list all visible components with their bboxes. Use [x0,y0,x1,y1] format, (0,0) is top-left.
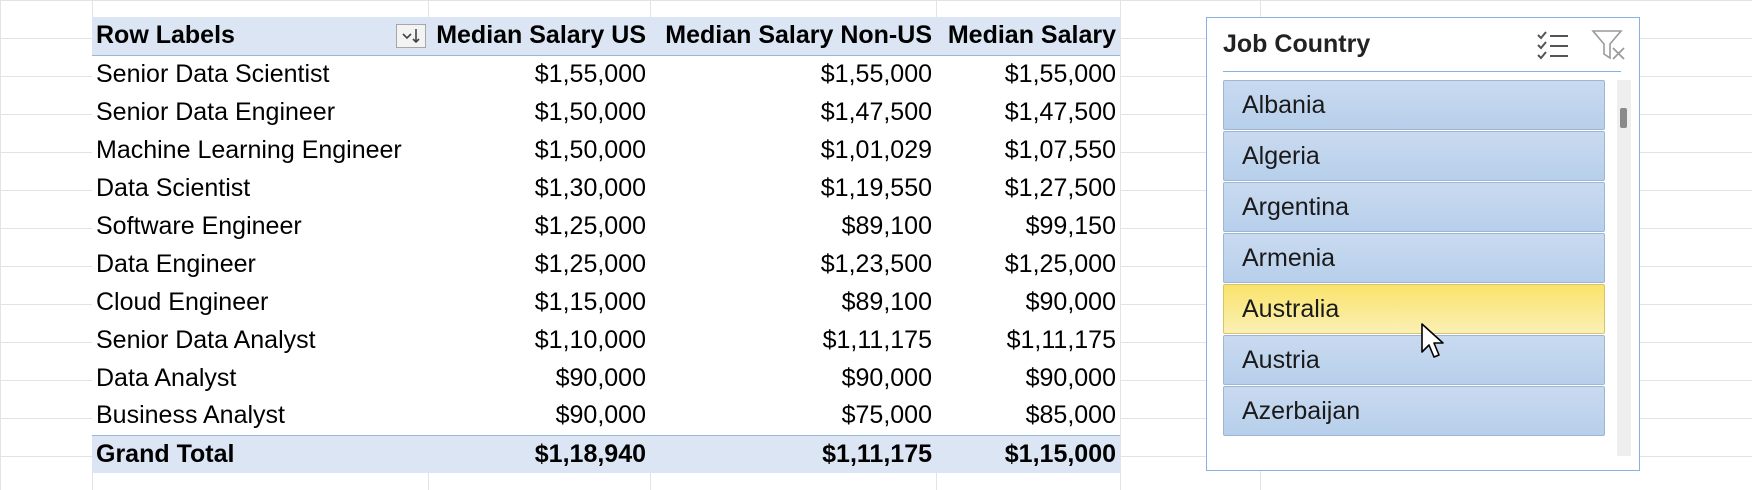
median-salary-cell: $90,000 [936,283,1120,321]
grand-total-row[interactable]: Grand Total $1,18,940 $1,11,175 $1,15,00… [92,434,1120,473]
median-salary-header[interactable]: Median Salary [936,17,1120,56]
pivot-body: Senior Data Scientist $1,55,000 $1,55,000 $… [92,55,1120,435]
clear-filter-icon[interactable] [1591,28,1627,62]
pivot-row[interactable]: Data Analyst $90,000 $90,000 $90,000 [92,359,1120,397]
job-country-slicer[interactable]: Job Country Albania Algeria Argentina Armen… [1206,17,1640,471]
slicer-item-austria[interactable]: Austria [1223,335,1605,385]
grand-total-all: $1,15,000 [936,434,1120,473]
slicer-item-argentina[interactable]: Argentina [1223,182,1605,232]
median-salary-us-cell: $90,000 [428,397,650,435]
median-salary-non-us-cell: $1,11,175 [650,321,936,359]
median-salary-cell: $1,47,500 [936,93,1120,131]
median-salary-non-us-cell: $89,100 [650,283,936,321]
slicer-item-armenia[interactable]: Armenia [1223,233,1605,283]
row-label: Data Analyst [92,359,428,397]
pivot-row[interactable]: Cloud Engineer $1,15,000 $89,100 $90,000 [92,283,1120,321]
median-salary-cell: $1,27,500 [936,169,1120,207]
slicer-scrollbar[interactable] [1617,80,1631,456]
median-salary-us-cell: $1,30,000 [428,169,650,207]
median-salary-us-cell: $1,25,000 [428,207,650,245]
slicer-title: Job Country [1223,30,1371,58]
pivot-row[interactable]: Senior Data Scientist $1,55,000 $1,55,000 $… [92,55,1120,93]
median-salary-non-us-cell: $75,000 [650,397,936,435]
median-salary-us-cell: $1,55,000 [428,55,650,93]
median-salary-us-cell: $90,000 [428,359,650,397]
multi-select-icon[interactable] [1535,28,1571,62]
median-salary-us-cell: $1,15,000 [428,283,650,321]
median-salary-non-us-cell: $1,47,500 [650,93,936,131]
pivot-row[interactable]: Business Analyst $90,000 $75,000 $85,000 [92,397,1120,435]
grand-total-label: Grand Total [92,434,428,473]
median-salary-non-us-cell: $89,100 [650,207,936,245]
mouse-pointer-icon [1421,323,1444,358]
row-label: Senior Data Analyst [92,321,428,359]
grand-total-us: $1,18,940 [428,434,650,473]
slicer-scroll-thumb[interactable] [1620,108,1627,128]
median-salary-cell: $85,000 [936,397,1120,435]
slicer-item-list: Albania Algeria Argentina Armenia Australia A… [1223,80,1607,456]
slicer-item-albania[interactable]: Albania [1223,80,1605,130]
median-salary-non-us-header[interactable]: Median Salary Non-US [650,17,936,56]
pivot-row[interactable]: Machine Learning Engineer $1,50,000 $1,01,… [92,131,1120,169]
pivot-row[interactable]: Senior Data Analyst $1,10,000 $1,11,175 $1,… [92,321,1120,359]
median-salary-cell: $1,07,550 [936,131,1120,169]
row-labels-header-label: Row Labels [96,21,235,50]
median-salary-non-us-cell: $1,23,500 [650,245,936,283]
median-salary-cell: $1,11,175 [936,321,1120,359]
row-label: Data Scientist [92,169,428,207]
median-salary-non-us-cell: $1,19,550 [650,169,936,207]
median-salary-non-us-cell: $90,000 [650,359,936,397]
median-salary-cell: $90,000 [936,359,1120,397]
slicer-header-divider [1223,71,1621,72]
grand-total-non-us: $1,11,175 [650,434,936,473]
slicer-item-australia[interactable]: Australia [1223,284,1605,334]
row-label: Cloud Engineer [92,283,428,321]
median-salary-cell: $1,25,000 [936,245,1120,283]
row-label: Machine Learning Engineer [92,131,428,169]
row-label: Senior Data Scientist [92,55,428,93]
sort-descending-icon [402,29,420,44]
median-salary-non-us-cell: $1,01,029 [650,131,936,169]
pivot-row[interactable]: Data Engineer $1,25,000 $1,23,500 $1,25,000 [92,245,1120,283]
median-salary-us-cell: $1,10,000 [428,321,650,359]
median-salary-cell: $1,55,000 [936,55,1120,93]
slicer-header: Job Country [1207,18,1639,72]
row-label: Senior Data Engineer [92,93,428,131]
median-salary-us-cell: $1,25,000 [428,245,650,283]
pivot-row[interactable]: Senior Data Engineer $1,50,000 $1,47,500 $1… [92,93,1120,131]
slicer-item-algeria[interactable]: Algeria [1223,131,1605,181]
pivot-row[interactable]: Software Engineer $1,25,000 $89,100 $99,150 [92,207,1120,245]
row-label: Data Engineer [92,245,428,283]
pivot-row[interactable]: Data Scientist $1,30,000 $1,19,550 $1,27,50… [92,169,1120,207]
median-salary-us-cell: $1,50,000 [428,131,650,169]
median-salary-us-cell: $1,50,000 [428,93,650,131]
median-salary-cell: $99,150 [936,207,1120,245]
pivot-header-row: Row Labels Median Salary US Median Salar… [92,17,1120,56]
row-labels-header[interactable]: Row Labels [92,17,428,56]
column-divider [1120,0,1121,490]
pivot-table[interactable]: Row Labels Median Salary US Median Salar… [92,17,1120,473]
row-label: Business Analyst [92,397,428,435]
median-salary-non-us-cell: $1,55,000 [650,55,936,93]
slicer-item-azerbaijan[interactable]: Azerbaijan [1223,386,1605,436]
sort-filter-button[interactable] [396,24,426,48]
median-salary-us-header[interactable]: Median Salary US [428,17,650,56]
row-label: Software Engineer [92,207,428,245]
